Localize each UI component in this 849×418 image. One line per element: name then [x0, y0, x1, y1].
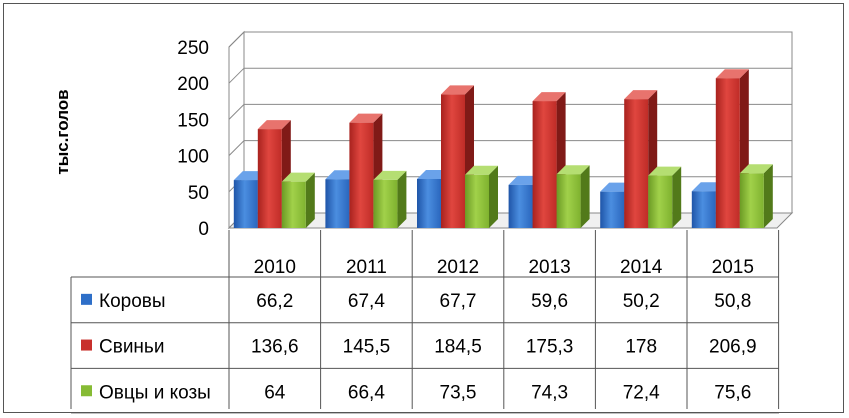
data-label: 66,4 [348, 382, 385, 403]
bar-front [715, 78, 740, 228]
x-category-label: 2013 [528, 257, 570, 278]
y-tick-label: 50 [188, 183, 209, 204]
bar-top [373, 170, 407, 180]
bar-Овцы и козы-2012 [465, 165, 498, 228]
y-axis-ticks: 0 50 100 150 200 250 [177, 38, 209, 240]
bar-front [325, 179, 350, 228]
bar-top [715, 69, 749, 79]
bar-front [465, 174, 489, 228]
legend-swatch [81, 339, 92, 351]
x-category-label: 2014 [620, 257, 663, 278]
bar-front [508, 184, 533, 228]
gridline [228, 103, 792, 120]
bar-Овцы и козы-2015 [739, 164, 773, 228]
data-label: 67,4 [348, 291, 385, 312]
data-label: 75,6 [714, 382, 751, 403]
bar-top [465, 165, 498, 175]
bar-Свиньи-2010 [257, 120, 291, 228]
x-category-label: 2015 [712, 257, 754, 278]
data-label: 64 [264, 382, 286, 403]
bar-front [257, 129, 282, 228]
data-label: 50,8 [714, 291, 751, 312]
y-tick-label: 100 [177, 147, 209, 168]
bar-front [600, 191, 625, 228]
y-axis-label: тыс.голов [53, 89, 72, 174]
bar-front [417, 178, 441, 228]
bar-top [281, 172, 315, 182]
data-label: 136,6 [251, 337, 299, 358]
legend-label: Коровы [99, 291, 166, 312]
y-tick-label: 150 [177, 110, 209, 131]
bar-front [532, 101, 557, 228]
data-label: 206,9 [709, 337, 757, 358]
bar-Свиньи-2014 [624, 90, 658, 229]
data-label: 59,6 [531, 291, 568, 312]
x-category-label: 2010 [254, 257, 296, 278]
legend-swatch [81, 293, 92, 305]
bar-top [648, 166, 682, 176]
gridline [228, 31, 792, 48]
bar-front [739, 173, 764, 228]
y-tick-label: 0 [198, 219, 209, 240]
chart-frame: 0 50 100 150 200 250 тыс.голов 2010 2011 2012 20… [3, 3, 844, 414]
y-tick-label: 250 [177, 38, 209, 59]
gridline [228, 140, 792, 156]
data-label: 67,7 [440, 291, 477, 312]
bar-Свиньи-2011 [349, 113, 383, 228]
bar-Свиньи-2013 [532, 92, 566, 229]
bar-front [624, 99, 649, 229]
bar-front [281, 181, 306, 228]
data-label: 73,5 [440, 382, 477, 403]
legend-label: Свиньи [99, 337, 164, 358]
bar-top [532, 92, 566, 102]
bar-front [648, 175, 673, 228]
x-category-label: 2011 [346, 257, 387, 278]
data-label: 50,2 [623, 291, 660, 312]
bar-front [556, 174, 581, 228]
bar-top [556, 165, 590, 175]
data-label: 184,5 [434, 337, 482, 358]
bar-side [305, 172, 315, 228]
data-table: 2010 2011 2012 2013 2014 2015 Коровы 66,2 67,4 67… [70, 230, 780, 414]
bar-top [257, 120, 291, 130]
gridline [228, 67, 792, 84]
legend-label: Овцы и козы [99, 382, 211, 403]
bar-front [373, 179, 398, 228]
data-label: 178 [625, 337, 657, 358]
x-category-label: 2012 [437, 257, 479, 278]
bar-side [672, 166, 682, 228]
bar-Овцы и козы-2010 [281, 172, 315, 228]
data-label: 66,2 [256, 291, 293, 312]
bar-Овцы и козы-2013 [556, 165, 590, 228]
legend-swatch [81, 385, 92, 397]
bar-top [349, 113, 383, 123]
data-label: 72,4 [623, 382, 660, 403]
bar-side [763, 164, 773, 228]
bar-top [739, 164, 773, 174]
bar-side [397, 170, 407, 228]
y-tick-label: 200 [177, 74, 209, 95]
bar-top [441, 85, 474, 95]
bars [233, 69, 773, 229]
bar-front [349, 122, 374, 228]
data-label: 145,5 [343, 337, 391, 358]
bar-front [441, 94, 465, 228]
bar-front [691, 191, 716, 228]
bar-side [580, 165, 590, 228]
data-label: 74,3 [531, 382, 568, 403]
data-label: 175,3 [526, 337, 574, 358]
bar-Овцы и козы-2014 [648, 166, 682, 228]
bar-Овцы и козы-2011 [373, 170, 407, 228]
bar-front [233, 180, 258, 228]
bar-side [489, 165, 498, 228]
bar-top [624, 90, 658, 100]
